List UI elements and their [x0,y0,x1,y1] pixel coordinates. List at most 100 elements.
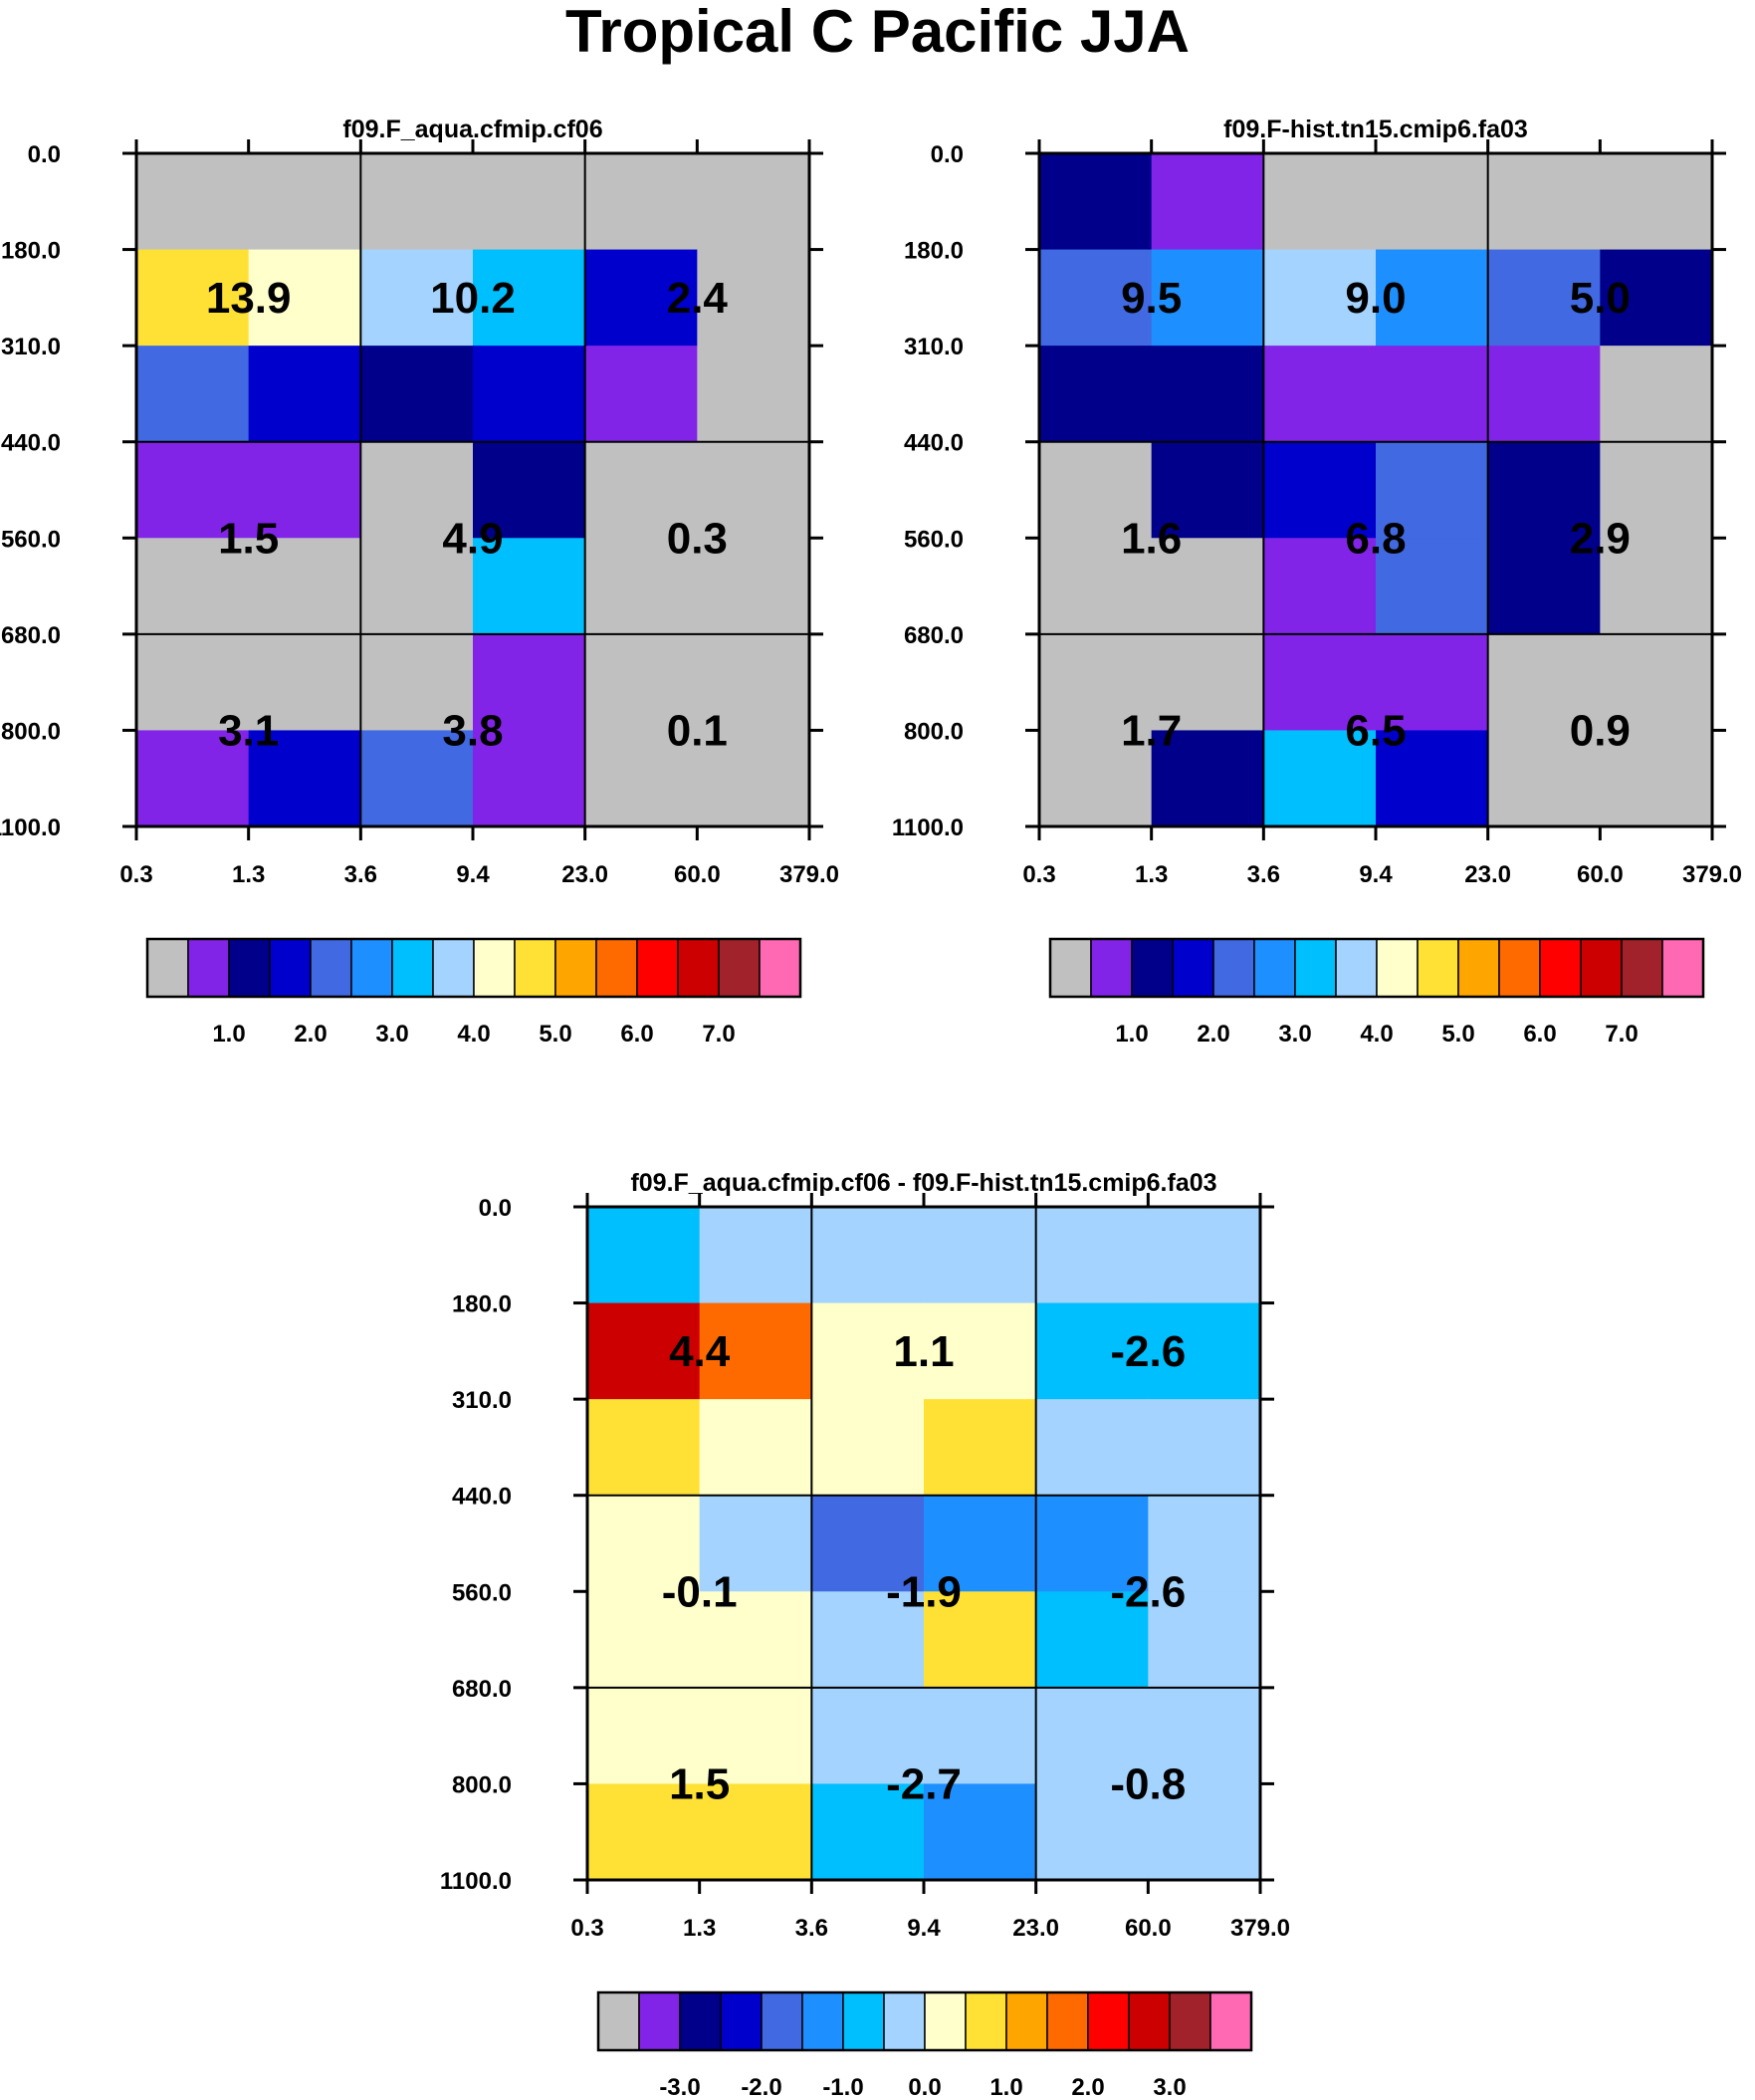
heatmap-cell [1263,153,1377,251]
heatmap-cell [699,1591,812,1689]
y-tick-label: 560.0 [904,526,964,553]
heatmap-cell [924,1687,1037,1785]
colorbar-tick-label: 2.0 [1197,1021,1229,1048]
panel-3: f09.F_aqua.cfmip.cf06 - f09.F-hist.tn15.… [440,1169,1290,2100]
colorbar-swatch [1457,938,1500,998]
heatmap-cell [584,249,698,347]
y-tick-label: 680.0 [452,1676,512,1703]
colorbar-tick-label: 1.0 [1115,1021,1148,1048]
y-tick-label: 180.0 [452,1291,512,1318]
colorbar-swatch [679,1991,722,2051]
heatmap-cell [1039,346,1153,443]
block-value-label: -2.6 [1110,1327,1186,1376]
x-tick-label: 60.0 [1577,861,1624,888]
y-tick-label: 440.0 [1,430,61,457]
x-tick-label: 379.0 [779,861,839,888]
heatmap-cell [1600,441,1713,539]
colorbar-tick-label: 2.0 [294,1021,327,1048]
colorbar-swatch [1335,938,1378,998]
colorbar-tick-label: -3.0 [659,2074,700,2100]
heatmap-cell [1035,1399,1149,1497]
colorbar-tick-label: 6.0 [1523,1021,1556,1048]
colorbar-tick-label: 6.0 [620,1021,653,1048]
block-value-label: 1.6 [1121,514,1182,563]
y-tick-label: 180.0 [904,238,964,265]
heatmap-cell [1151,730,1264,827]
colorbar-swatch [1498,938,1541,998]
x-tick-label: 9.4 [456,861,490,888]
x-tick-label: 1.3 [683,1915,716,1942]
heatmap-cell [1600,153,1713,251]
heatmap-cell [924,1783,1037,1881]
block-value-label: 9.5 [1121,274,1182,323]
colorbar-tick-label: 1.0 [989,2074,1022,2100]
colorbar-swatch [1046,1991,1089,2051]
colorbar-tick-label: 5.0 [539,1021,571,1048]
heatmap-cell [811,1591,925,1689]
heatmap-cell [584,633,698,732]
colorbar-swatch [597,1991,640,2051]
y-tick-label: 560.0 [1,526,61,553]
colorbar-tick-label: 3.0 [1278,1021,1311,1048]
heatmap-cell [1148,1495,1261,1592]
heatmap-cell [1487,441,1601,539]
heatmap-cell [248,441,361,539]
heatmap-cell [697,249,810,347]
heatmap-cell [1263,730,1377,827]
colorbar-swatch [720,1991,763,2051]
block-value-label: -2.6 [1110,1567,1186,1616]
x-tick-label: 60.0 [674,861,721,888]
heatmap-cell [587,1399,701,1497]
y-tick-label: 180.0 [1,238,61,265]
colorbar-swatch [514,938,556,998]
heatmap-cell [248,249,361,347]
heatmap-cell [699,1399,812,1497]
x-tick-label: 0.3 [119,861,152,888]
x-tick-label: 3.6 [795,1915,828,1942]
page-title: Tropical C Pacific JJA [565,0,1190,65]
x-tick-label: 60.0 [1125,1915,1172,1942]
x-tick-label: 1.3 [232,861,265,888]
heatmap-cell [699,1302,812,1400]
block-value-label: -1.9 [886,1567,962,1616]
block-value-label: 4.4 [669,1327,731,1376]
heatmap-cell [473,441,586,539]
heatmap-cell [248,346,361,443]
heatmap-cell [1376,249,1489,347]
block-value-label: 10.2 [430,274,516,323]
block-value-label: 0.9 [1570,706,1631,755]
heatmap-cell [1487,633,1601,732]
block-value-label: 6.8 [1345,514,1406,563]
colorbar-swatch [636,938,679,998]
colorbar-tick-label: 4.0 [1360,1021,1393,1048]
colorbar-swatch [1376,938,1419,998]
colorbar-swatch [1294,938,1337,998]
heatmap-cell [584,730,698,827]
colorbar-tick-label: -1.0 [822,2074,863,2100]
colorbar-swatch [1131,938,1174,998]
heatmap-cell [1487,249,1601,347]
colorbar-swatch [1212,938,1255,998]
panel-1: f09.F_aqua.cfmip.cf06 0.3 1.3 3.6 9.4 23.0 60.… [0,116,839,1048]
x-tick-label: 0.3 [1022,861,1055,888]
heatmap-cell [1487,346,1601,443]
heatmap-cell [1151,153,1264,251]
y-tick-label: 1100.0 [0,815,61,841]
colorbar-swatch [146,938,189,998]
block-value-label: 4.9 [442,514,503,563]
heatmap-cell [697,730,810,827]
heatmap-cell [697,153,810,251]
colorbar-swatch [432,938,475,998]
heatmap-cell [584,538,698,635]
heatmap-cell [1263,633,1377,732]
heatmap-cell [584,153,698,251]
colorbar-swatch [759,938,801,998]
y-tick-label: 310.0 [904,334,964,360]
block-value-label: 1.5 [669,1759,730,1808]
heatmap-cell [699,1783,812,1881]
heatmap-cell [1151,346,1264,443]
heatmap-cell [1263,538,1377,635]
x-tick-label: 3.6 [344,861,377,888]
heatmap-cell [811,1302,925,1400]
